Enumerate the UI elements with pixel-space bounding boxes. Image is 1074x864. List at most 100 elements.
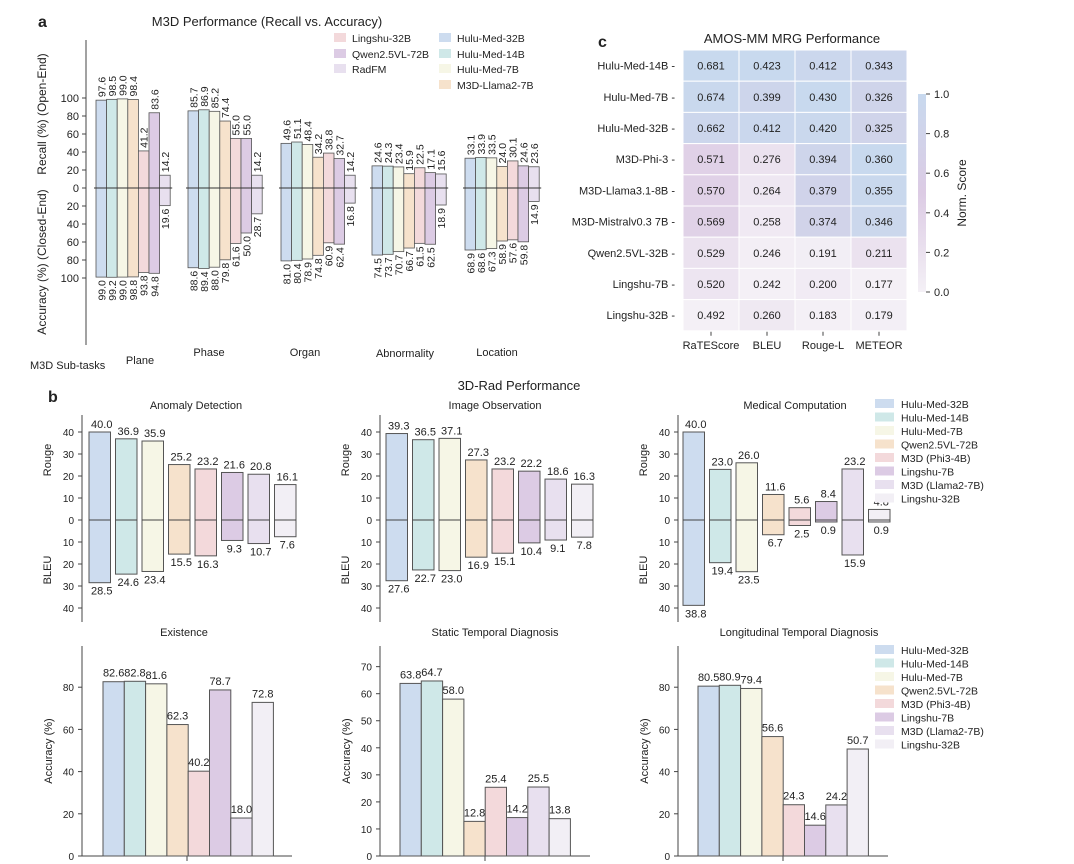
m3d-legend-label: Lingshu-32B <box>352 33 411 45</box>
m3d-accuracy-label: 89.4 <box>199 271 211 292</box>
rad2-accuracy-bar <box>166 724 189 857</box>
m3d-accuracy-bar <box>464 187 477 251</box>
m3d-recall-label: 86.9 <box>199 86 211 107</box>
rad1-rouge-label: 27.3 <box>468 447 489 459</box>
rad1-legend-swatch <box>875 493 894 503</box>
heatmap-cell <box>738 267 796 301</box>
heatmap-cell <box>794 205 852 238</box>
rad1-bleu-label: 15.5 <box>171 557 192 569</box>
m3d-y-tick-label: 100 <box>61 93 79 105</box>
m3d-accuracy-bar <box>413 187 426 244</box>
heatmap-cell-value: 0.264 <box>753 185 781 197</box>
rad1-legend-label: Hulu-Med-14B <box>901 413 969 425</box>
m3d-recall-label: 85.7 <box>188 87 200 108</box>
m3d-recall-bar <box>382 165 394 189</box>
m3d-accuracy-label: 78.9 <box>303 262 315 283</box>
m3d-category-label: Plane <box>126 355 154 367</box>
rad2-accuracy-bar <box>230 817 253 857</box>
rad1-panel-title: Medical Computation <box>743 400 846 412</box>
amos-heatmap: AMOS-MM MRG Performance Norm. Score Hulu… <box>572 31 969 352</box>
m3d-recall-label: 55.0 <box>241 115 253 136</box>
rad1-bleu-bar <box>385 519 408 582</box>
m3d-accuracy-bar <box>403 187 415 249</box>
rad1-rouge-label: 23.2 <box>494 456 515 468</box>
rad1-bleu-label: 7.6 <box>280 540 295 552</box>
rad1-bleu-label: 16.9 <box>468 560 489 572</box>
m3d-accuracy-bar <box>219 187 231 261</box>
heatmap-cell-value: 0.412 <box>753 123 781 135</box>
colorbar-label: Norm. Score <box>955 159 969 227</box>
rad2-legend-label: Lingshu-32B <box>901 740 960 752</box>
m3d-accuracy-label: 57.6 <box>508 243 520 264</box>
rad2-y-tick-label: 80 <box>63 683 75 694</box>
m3d-accuracy-bar <box>291 187 303 261</box>
m3d-y-tick-label: 40 <box>67 147 79 159</box>
rad1-rouge-bar <box>709 468 732 521</box>
m3d-recall-bar <box>485 157 498 189</box>
rad2-accuracy-bar <box>420 680 444 857</box>
rad2-y-tick-label: 40 <box>361 744 373 755</box>
m3d-recall-bar <box>229 138 242 189</box>
m3d-recall-bar <box>137 150 150 189</box>
m3d-recall-bar <box>95 99 108 189</box>
rad2-accuracy-bar <box>209 689 232 857</box>
rad2-y-tick-label: 0 <box>366 852 372 863</box>
m3d-accuracy-label: 61.5 <box>415 246 427 267</box>
rad1-legend-swatch <box>875 480 894 489</box>
heatmap-cell-value: 0.412 <box>809 61 837 73</box>
rad1-bleu-label: 22.7 <box>415 573 436 585</box>
rad1-rouge-label: 23.2 <box>844 456 865 468</box>
m3d-accuracy-label: 14.9 <box>529 204 541 225</box>
rad2-value-label: 40.2 <box>188 757 209 769</box>
m3d-ylabel-top: Recall (%) (Open-End) <box>35 53 49 174</box>
heatmap-cell-value: 0.529 <box>697 248 725 260</box>
rad1-rouge-bar <box>841 468 864 521</box>
m3d-accuracy-bar <box>148 187 161 274</box>
rad2-y-tick-label: 60 <box>659 725 671 736</box>
m3d-recall-label: 23.4 <box>394 143 406 164</box>
m3d-recall-bar <box>219 120 231 189</box>
m3d-accuracy-bar <box>506 187 519 241</box>
rad2-y-tick-label: 20 <box>63 810 75 821</box>
rad1-bleu-bar <box>518 519 541 544</box>
rad1-rouge-label: 40.0 <box>91 419 112 431</box>
m3d-recall-bar <box>371 165 384 189</box>
rad1-rouge-label: 11.6 <box>765 481 786 493</box>
m3d-recall-bar <box>148 112 161 189</box>
m3d-accuracy-bar <box>435 187 447 206</box>
rad1-bleu-label: 9.1 <box>550 543 565 555</box>
m3d-recall-label: 15.6 <box>436 150 448 171</box>
m3d-accuracy-bar <box>198 187 210 269</box>
rad1-bleu-label: 15.1 <box>494 556 515 568</box>
rad2-value-label: 24.3 <box>783 791 804 803</box>
rad2-legend-swatch <box>875 645 894 654</box>
rad1-ylabel-rouge: Rouge <box>42 444 54 476</box>
rad2-y-tick-label: 40 <box>659 768 671 779</box>
heatmap-cell-value: 0.423 <box>753 61 781 73</box>
rad2-value-label: 12.8 <box>464 807 485 819</box>
m3d-recall-bar <box>280 142 293 189</box>
m3d-y-tick-label: 0 <box>73 183 79 195</box>
rad2-accuracy-bar <box>399 682 422 857</box>
m3d-recall-label: 51.1 <box>292 118 304 139</box>
m3d-legend-swatch <box>439 80 451 89</box>
colorbar <box>918 94 926 292</box>
rad1-bleu-label: 9.3 <box>227 543 242 555</box>
panel-label-c: c <box>598 34 607 51</box>
m3d-accuracy-bar <box>187 187 200 269</box>
heatmap-cell <box>682 49 740 82</box>
rad1-bleu-label: 7.8 <box>577 540 592 552</box>
rad1-bleu-bar <box>735 519 758 573</box>
heatmap-cell <box>850 205 908 238</box>
m3d-recall-bar <box>240 138 253 189</box>
heatmap-cell-value: 0.326 <box>865 92 893 104</box>
m3d-accuracy-bar <box>229 187 242 244</box>
rad2-accuracy-bar <box>145 683 168 857</box>
heatmap-row-label: M3D-Phi-3 - <box>616 154 676 166</box>
heatmap-cell <box>850 267 908 301</box>
m3d-recall-bar <box>127 99 139 189</box>
m3d-accuracy-bar <box>333 187 346 245</box>
m3d-legend-swatch <box>439 33 451 42</box>
m3d-recall-bar <box>413 167 426 189</box>
rad1-bleu-bar <box>788 519 811 526</box>
